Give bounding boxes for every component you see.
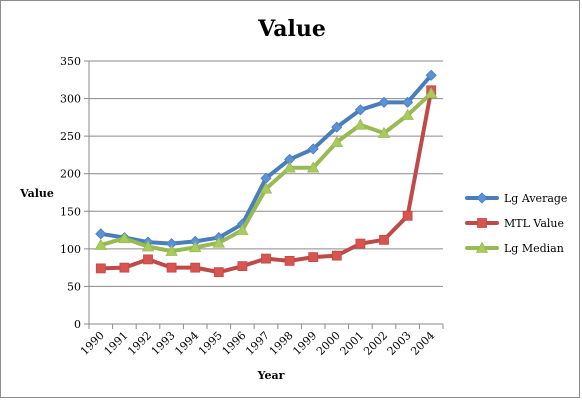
data-point [190, 262, 201, 273]
data-point [331, 250, 342, 261]
data-point [261, 253, 271, 264]
data-point [378, 96, 390, 108]
legend-item: MTL Value [465, 217, 564, 230]
series-lg-median [94, 86, 438, 256]
data-point [401, 108, 414, 120]
y-tick-label: 100 [60, 243, 81, 256]
data-point [283, 161, 296, 173]
legend-item: Lg Average [465, 192, 567, 205]
data-point [354, 104, 366, 116]
x-tick-label: 1990 [78, 329, 107, 358]
data-point [212, 236, 225, 248]
legend-label: MTL Value [504, 217, 564, 230]
x-tick-label: 2002 [361, 329, 390, 358]
data-point [259, 182, 273, 194]
data-point [354, 118, 367, 130]
x-tick-label: 2003 [385, 329, 414, 358]
x-tick-label: 1995 [196, 329, 225, 358]
x-axis-title: Year [257, 369, 285, 382]
y-tick-label: 150 [60, 205, 81, 218]
data-point [355, 238, 366, 249]
data-point [118, 232, 131, 244]
data-point [143, 254, 153, 265]
series-line [98, 91, 434, 254]
chart-title: Value [257, 16, 326, 42]
data-point [307, 143, 319, 155]
legend-marker [475, 241, 489, 253]
x-tick-label: 1998 [267, 329, 296, 358]
data-point [308, 252, 319, 263]
data-point [379, 234, 389, 245]
data-point [284, 255, 295, 266]
y-tick-label: 0 [74, 318, 81, 331]
legend: Lg Average MTL Value Lg Median [465, 192, 567, 255]
data-point [237, 261, 248, 272]
data-point [94, 238, 107, 250]
x-tick-label: 2004 [408, 329, 437, 358]
x-tick-label: 1994 [172, 329, 201, 358]
x-tick-label: 1991 [102, 329, 131, 358]
y-axis-title: Value [19, 187, 54, 200]
series-mtl-value [95, 85, 437, 278]
x-tick-label: 1997 [243, 329, 272, 358]
data-point [402, 96, 414, 108]
data-point [213, 267, 224, 278]
data-point [307, 161, 320, 173]
data-point [331, 121, 343, 133]
legend-marker [476, 192, 488, 204]
data-point [166, 262, 177, 273]
x-tick-label: 1992 [125, 329, 154, 358]
x-tick-label: 1996 [220, 329, 249, 358]
data-point [377, 126, 391, 138]
x-tick-label: 1993 [149, 329, 178, 358]
x-tick-label: 2000 [314, 329, 343, 358]
data-point [402, 210, 413, 221]
y-tick-label: 300 [60, 93, 81, 106]
series-lg-average [95, 69, 437, 250]
data-point [189, 241, 202, 253]
data-point [330, 135, 343, 147]
y-tick-label: 350 [60, 55, 81, 68]
data-point [141, 240, 155, 252]
data-point [95, 263, 106, 274]
data-point [119, 262, 130, 273]
legend-marker [477, 218, 487, 228]
series-layer [94, 69, 438, 278]
data-point [165, 244, 178, 256]
data-point [425, 69, 437, 81]
legend-item: Lg Median [465, 241, 564, 255]
legend-label: Lg Average [504, 192, 567, 205]
data-point [95, 228, 107, 240]
legend-label: Lg Median [504, 242, 564, 255]
y-tick-label: 250 [60, 130, 81, 143]
x-tick-label: 2001 [338, 329, 367, 358]
y-tick-label: 50 [67, 280, 81, 293]
data-point [425, 86, 438, 99]
data-point [236, 223, 249, 235]
y-tick-label: 200 [60, 168, 81, 181]
x-tick-label: 1999 [290, 329, 319, 358]
